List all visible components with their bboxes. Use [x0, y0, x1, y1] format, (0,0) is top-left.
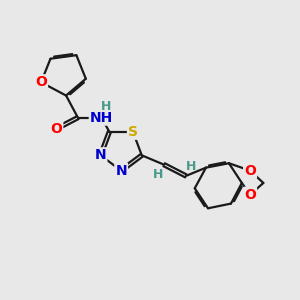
- Text: O: O: [50, 122, 62, 136]
- Text: S: S: [128, 125, 138, 139]
- Text: O: O: [35, 75, 47, 89]
- Text: O: O: [244, 188, 256, 202]
- Text: H: H: [100, 100, 111, 113]
- Text: N: N: [95, 148, 106, 162]
- Text: N: N: [115, 164, 127, 178]
- Text: H: H: [186, 160, 196, 173]
- Text: NH: NH: [90, 111, 113, 124]
- Text: O: O: [244, 164, 256, 178]
- Text: H: H: [152, 168, 163, 181]
